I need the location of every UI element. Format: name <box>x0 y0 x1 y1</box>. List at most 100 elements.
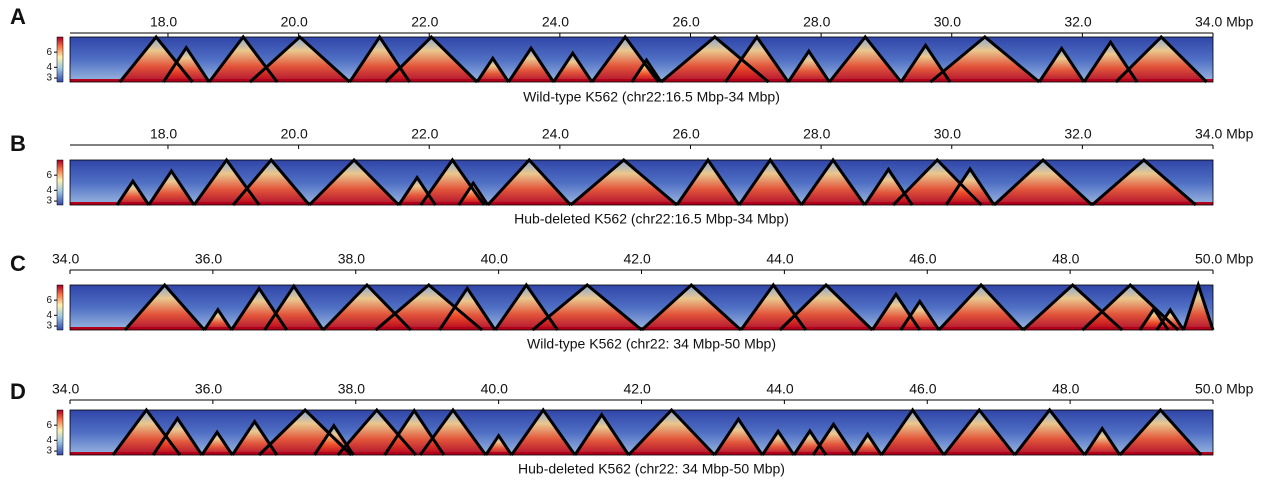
x-tick-label: 24.0 <box>542 126 569 142</box>
domain-boundary <box>630 57 663 83</box>
x-tick-label: 18.0 <box>150 126 177 142</box>
domain-boundary <box>1155 307 1185 331</box>
domain-boundary <box>552 50 594 83</box>
panel-caption: Hub-deleted K562 (chr22:16.5 Mbp-34 Mbp) <box>514 211 789 227</box>
domain-fill <box>946 169 995 205</box>
domain-fill <box>153 418 202 455</box>
domain-fill <box>801 160 865 205</box>
x-tick-label: 32.0 <box>1064 126 1091 142</box>
domain-fill <box>725 37 789 82</box>
domain-fill <box>881 410 944 455</box>
domain-boundary <box>263 283 325 331</box>
colorbar-tick-label: 3 <box>46 196 52 207</box>
panel: B 18.0 20.0 22.0 24.0 26.0 28.0 30.0 32.0 34.0 Mb… <box>10 126 1254 227</box>
x-tick-label: 32.0 <box>1064 14 1091 30</box>
domain-fill <box>930 37 1040 82</box>
domain-fill <box>1115 37 1207 82</box>
heatmap-frame <box>69 36 1214 83</box>
colorbar-tick-label: 6 <box>46 47 52 58</box>
domain-boundary <box>899 298 941 331</box>
domain-boundary <box>162 44 211 83</box>
domain-boundary <box>230 285 289 331</box>
domain-fill <box>829 37 902 82</box>
panel-label: B <box>10 131 26 156</box>
x-tick-label: 28.0 <box>803 126 830 142</box>
domain-boundary <box>457 180 490 206</box>
colorbar-tick-label: 3 <box>46 73 52 84</box>
domain-fill <box>1039 48 1085 82</box>
domain-fill <box>487 160 571 205</box>
domain-fill <box>209 37 278 82</box>
colorbar-tick-label: 6 <box>46 420 52 431</box>
panel-caption: Hub-deleted K562 (chr22: 34 Mbp-50 Mbp) <box>518 461 785 477</box>
x-tick-label: 40.0 <box>481 381 508 397</box>
domain-boundary <box>1083 425 1122 456</box>
domain-fill <box>762 431 794 455</box>
x-tick-label: 34.0 <box>52 251 79 267</box>
domain-fill <box>511 410 575 455</box>
heatmap-base <box>70 452 1213 455</box>
x-tick-label: 26.0 <box>672 14 699 30</box>
domain-fill <box>570 160 677 205</box>
domain-boundary <box>944 166 996 206</box>
domain-boundary <box>713 416 764 456</box>
x-tick-label: 30.0 <box>934 126 961 142</box>
colorbar-tick-label: 4 <box>46 435 52 446</box>
panel: D 34.0 36.0 38.0 40.0 42.0 44.0 46.0 48.0 50.0 Mb… <box>10 379 1254 477</box>
x-tick-label: 48.0 <box>1052 251 1079 267</box>
domain-fill <box>532 285 642 330</box>
domain-boundary <box>475 55 510 83</box>
x-tick-label: 50.0 Mbp <box>1195 251 1254 267</box>
domain-fill <box>628 410 715 455</box>
colorbar <box>56 36 64 83</box>
x-tick-label: 42.0 <box>624 381 651 397</box>
domain-boundary <box>507 45 555 83</box>
x-tick-label: 44.0 <box>766 251 793 267</box>
domain-boundary <box>1138 306 1170 331</box>
x-tick-label: 18.0 <box>150 14 177 30</box>
domain-fill <box>117 181 149 205</box>
panel-label: A <box>10 4 26 29</box>
domain-boundary <box>573 412 630 456</box>
x-tick-label: 20.0 <box>281 14 308 30</box>
heatmap-frame <box>69 159 1214 206</box>
domain-fill <box>574 414 629 455</box>
panel-caption: Wild-type K562 (chr22:16.5 Mbp-34 Mbp) <box>523 89 780 105</box>
domain-boundary <box>438 285 497 331</box>
heatmap-base <box>70 202 1213 205</box>
domain-fill <box>385 37 478 82</box>
domain-fill <box>900 301 939 330</box>
x-tick-label: 46.0 <box>909 251 936 267</box>
colorbar-tick-label: 4 <box>46 185 52 196</box>
x-tick-label: 30.0 <box>934 14 961 30</box>
heatmap-frame <box>69 284 1214 331</box>
x-tick-label: 46.0 <box>909 381 936 397</box>
domain-boundary <box>383 407 446 456</box>
domain-fill <box>1014 410 1085 455</box>
domain-fill <box>163 47 210 82</box>
heatmap-frame <box>69 409 1214 456</box>
domain-boundary <box>792 428 828 456</box>
x-tick-label: 24.0 <box>542 14 569 30</box>
domain-fill <box>309 160 399 205</box>
x-tick-label: 42.0 <box>624 251 651 267</box>
panel: A 18.0 20.0 22.0 24.0 26.0 28.0 30.0 32.0 34.0 Mb… <box>10 4 1254 105</box>
x-tick-label: 28.0 <box>803 14 830 30</box>
panel-label: D <box>10 379 26 404</box>
domain-fill <box>495 285 558 330</box>
domain-boundary <box>147 168 196 206</box>
domain-fill <box>124 285 205 330</box>
domain-fill <box>1084 428 1120 455</box>
domain-fill <box>349 37 410 82</box>
panel: C 34.0 36.0 38.0 40.0 42.0 44.0 46.0 48.0 50.0 Mb… <box>10 251 1254 352</box>
colorbar <box>56 284 64 331</box>
domain-fill <box>508 48 554 82</box>
x-tick-label: 26.0 <box>672 126 699 142</box>
domain-boundary <box>200 429 234 456</box>
x-tick-label: 38.0 <box>338 251 365 267</box>
x-tick-label: 38.0 <box>338 381 365 397</box>
x-tick-label: 48.0 <box>1052 381 1079 397</box>
colorbar-tick-label: 3 <box>46 446 52 457</box>
